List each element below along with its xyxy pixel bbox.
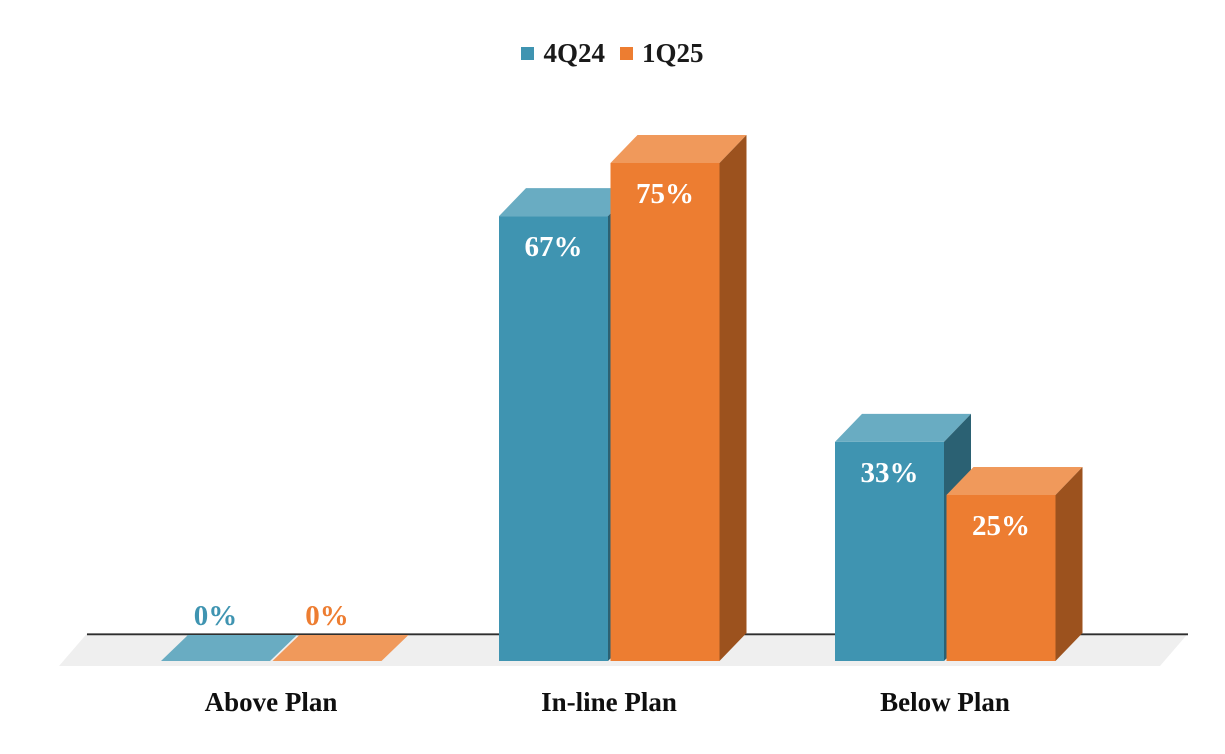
bar-top-1q25-below-plan: [946, 467, 1083, 495]
legend-label-1q25: 1Q25: [642, 38, 704, 68]
bar-top-4q24-in-line-plan: [499, 188, 635, 217]
data-label-4q24-below-plan: 33%: [861, 457, 919, 489]
data-label-1q25-below-plan: 25%: [972, 510, 1030, 542]
chart-legend: 4Q24 1Q25: [0, 40, 1225, 67]
data-label-4q24-in-line-plan: 67%: [525, 231, 583, 263]
bar-front-1q25-in-line-plan: [610, 163, 720, 661]
category-label-below-plan: Below Plan: [880, 687, 1010, 717]
bar-flat-4q24-above-plan: [161, 635, 297, 661]
bar-front-1q25-below-plan: [946, 495, 1056, 661]
bar-top-4q24-below-plan: [835, 413, 971, 442]
bar-front-4q24-below-plan: [835, 441, 944, 661]
data-label-4q24-above-plan: 0%: [194, 600, 238, 632]
bar-top-1q25-in-line-plan: [610, 135, 747, 163]
legend-item-1q25: 1Q25: [620, 40, 704, 67]
legend-label-4q24: 4Q24: [543, 38, 605, 68]
category-label-above-plan: Above Plan: [205, 687, 338, 717]
data-label-1q25-above-plan: 0%: [305, 600, 349, 632]
legend-swatch-1q25-icon: [620, 47, 633, 60]
data-label-1q25-in-line-plan: 75%: [636, 178, 694, 210]
category-label-in-line-plan: In-line Plan: [541, 687, 677, 717]
legend-swatch-4q24-icon: [521, 47, 535, 60]
legend-item-4q24: 4Q24: [521, 40, 605, 67]
bar-front-4q24-in-line-plan: [499, 216, 608, 661]
bar-flat-1q25-above-plan: [272, 635, 409, 661]
bar-side-1q25-below-plan: [1055, 467, 1083, 661]
bar-side-1q25-in-line-plan: [719, 135, 747, 661]
